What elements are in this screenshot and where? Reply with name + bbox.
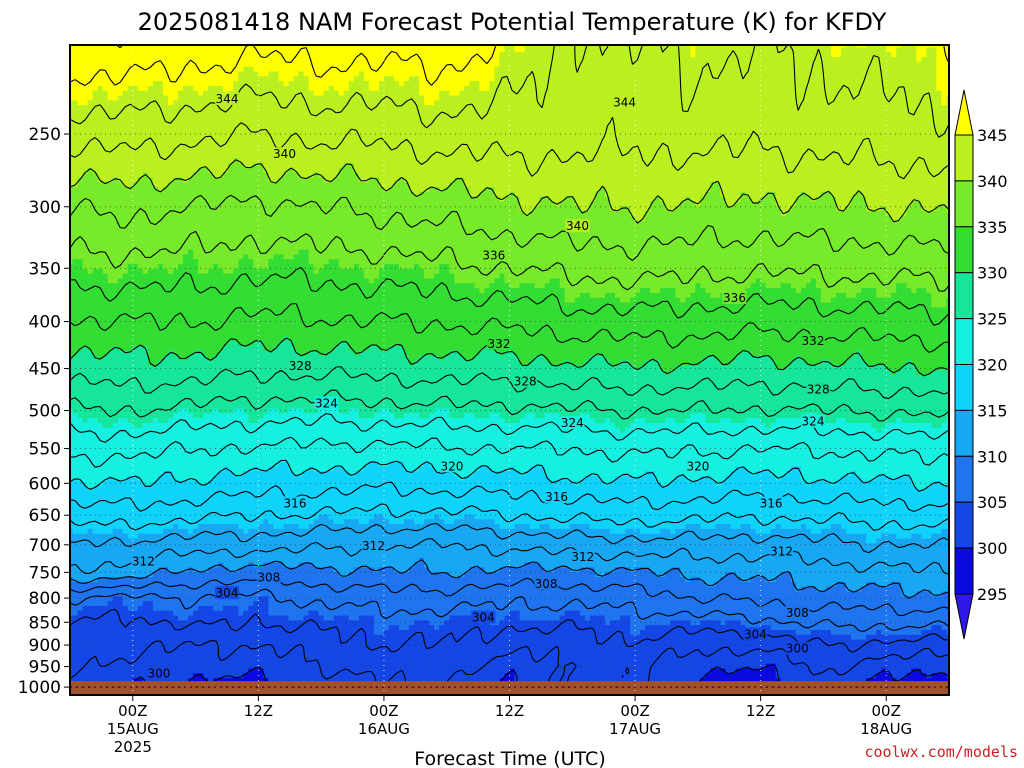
y-tick-label: 450	[29, 360, 61, 380]
colorbar-bin	[955, 181, 973, 227]
contour-label: 320	[440, 459, 463, 473]
y-tick-label: 250	[29, 125, 61, 145]
contour-label: 308	[786, 606, 809, 620]
contour-label: 316	[284, 496, 307, 510]
x-tick-label: 00Z	[872, 702, 901, 720]
ground-surface	[70, 681, 949, 695]
contour-label: 312	[132, 555, 155, 569]
colorbar-bin	[955, 548, 973, 594]
x-tick-label: 00Z	[369, 702, 398, 720]
colorbar-bin	[955, 227, 973, 273]
colorbar-bin	[955, 135, 973, 181]
colorbar-bin	[955, 319, 973, 365]
x-axis-label: Forecast Time (UTC)	[414, 748, 605, 768]
contour-label: 344	[613, 96, 636, 110]
contour-label: 332	[802, 334, 825, 348]
y-tick-label: 900	[29, 636, 61, 656]
y-tick-label: 650	[29, 506, 61, 526]
contour-label: 304	[744, 627, 767, 641]
contour-label: 340	[566, 219, 589, 233]
contour-label: 340	[273, 147, 296, 161]
colorbar-bin	[955, 410, 973, 456]
contour-label: 328	[289, 359, 312, 373]
y-tick-label: 300	[29, 198, 61, 218]
colorbar-label: 335	[977, 218, 1008, 237]
contour-label: 344	[216, 92, 239, 106]
contour-label: 312	[362, 539, 385, 553]
y-tick-label: 500	[29, 402, 61, 422]
colorbar-label: 310	[977, 447, 1008, 466]
chart-title: 2025081418 NAM Forecast Potential Temper…	[138, 8, 887, 36]
y-tick-label: 400	[29, 313, 61, 333]
x-tick-label: 16AUG	[358, 720, 410, 738]
colorbar-over-arrow	[955, 90, 973, 135]
y-tick-label: 950	[29, 658, 61, 678]
pressure-axis: 250 300 350 400 450 500 550 600 650 700 750 800 850 9…	[18, 125, 70, 698]
colorbar-under-arrow	[955, 594, 973, 639]
x-tick-label: 15AUG	[107, 720, 159, 738]
x-tick-label: 12Z	[746, 702, 775, 720]
contour-label: 308	[257, 571, 280, 585]
colorbar-bin	[955, 365, 973, 411]
contour-label: 328	[514, 375, 537, 389]
y-tick-label: 850	[29, 613, 61, 633]
credit-text: coolwx.com/models	[864, 743, 1018, 761]
x-tick-label: 00Z	[620, 702, 649, 720]
colorbar-label: 345	[977, 126, 1008, 145]
contour-label: 320	[686, 459, 709, 473]
colorbar-bin	[955, 456, 973, 502]
contour-label: 304	[216, 586, 239, 600]
contour-label: 316	[760, 496, 783, 510]
contour-label: 324	[315, 396, 338, 410]
colorbar-bin	[955, 273, 973, 319]
colorbar-label: 340	[977, 172, 1008, 191]
contour-label: 336	[723, 291, 746, 305]
colorbar-label: 315	[977, 401, 1008, 420]
y-tick-label: 350	[29, 259, 61, 279]
contour-label: 304	[472, 611, 495, 625]
colorbar-label: 295	[977, 585, 1008, 604]
contour-label: 336	[482, 249, 505, 263]
colorbar-label: 300	[977, 539, 1008, 558]
contour-label: 308	[535, 577, 558, 591]
y-tick-label: 750	[29, 563, 61, 583]
x-tick-label: 2025	[114, 738, 152, 756]
contour-label: 316	[545, 490, 568, 504]
colorbar-label: 320	[977, 356, 1008, 375]
y-tick-label: 550	[29, 440, 61, 460]
colorbar-label: 325	[977, 310, 1008, 329]
y-tick-label: 1000	[18, 678, 61, 698]
colorbar-bin	[955, 502, 973, 548]
contour-label: 312	[770, 545, 793, 559]
colorbar-label: 330	[977, 264, 1008, 283]
contour-label: 328	[807, 382, 830, 396]
x-tick-label: 12Z	[244, 702, 273, 720]
y-tick-label: 600	[29, 474, 61, 494]
y-tick-label: 700	[29, 536, 61, 556]
x-tick-label: 12Z	[495, 702, 524, 720]
x-tick-label: 00Z	[118, 702, 147, 720]
x-tick-label: 18AUG	[860, 720, 912, 738]
colorbar-label: 305	[977, 493, 1008, 512]
contour-label: 332	[488, 337, 511, 351]
contour-label: 300	[786, 642, 809, 656]
contour-label: 300	[147, 667, 170, 681]
x-tick-label: 17AUG	[609, 720, 661, 738]
colorbar: 345 340 335 330 325 320 315 310 305 300 295	[955, 90, 1008, 639]
contour-label: 324	[561, 416, 584, 430]
y-tick-label: 800	[29, 589, 61, 609]
contour-label: 312	[571, 550, 594, 564]
contour-label: 324	[802, 415, 825, 429]
